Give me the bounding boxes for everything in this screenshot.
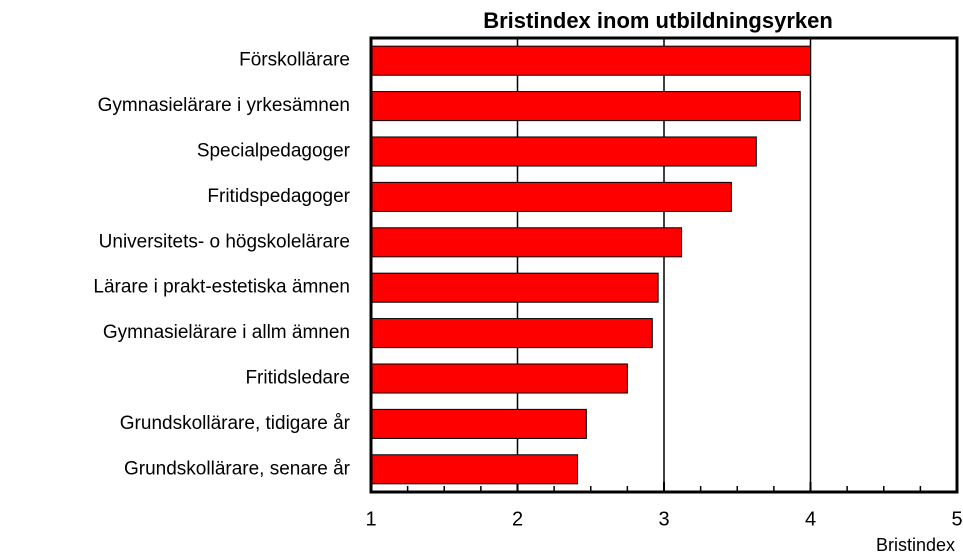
plot-frame: [369, 36, 959, 494]
bar: [370, 408, 587, 439]
y-tick-label: Gymnasielärare i yrkesämnen: [98, 95, 350, 116]
y-tick-label: Lärare i prakt-estetiska ämnen: [93, 277, 350, 298]
bar: [370, 136, 757, 167]
y-tick-label: Gymnasielärare i allm ämnen: [103, 322, 350, 343]
y-tick-label: Fritidspedagoger: [207, 186, 350, 207]
bar: [370, 363, 628, 394]
bar: [370, 91, 801, 122]
bar: [370, 227, 683, 258]
bar: [370, 45, 811, 76]
x-tick-label: 5: [951, 508, 962, 530]
bar: [370, 318, 653, 349]
bar: [370, 454, 579, 485]
x-tick-label: 2: [512, 508, 523, 530]
y-tick-label: Grundskollärare, senare år: [124, 458, 351, 479]
x-tick-label: 3: [658, 508, 669, 530]
x-axis-label: Bristindex: [876, 535, 955, 555]
bar: [370, 272, 659, 303]
y-tick-label: Fritidsledare: [245, 368, 350, 389]
y-tick-label: Specialpedagoger: [197, 141, 351, 162]
y-tick-label: Grundskollärare, tidigare år: [120, 413, 351, 434]
y-tick-label: Förskollärare: [239, 50, 350, 71]
x-tick-label: 1: [365, 508, 376, 530]
chart-title: Bristindex inom utbildningsyrken: [483, 8, 833, 33]
x-tick-label: 4: [805, 508, 816, 530]
bar: [370, 181, 732, 212]
y-tick-label: Universitets- o högskolelärare: [99, 231, 350, 252]
